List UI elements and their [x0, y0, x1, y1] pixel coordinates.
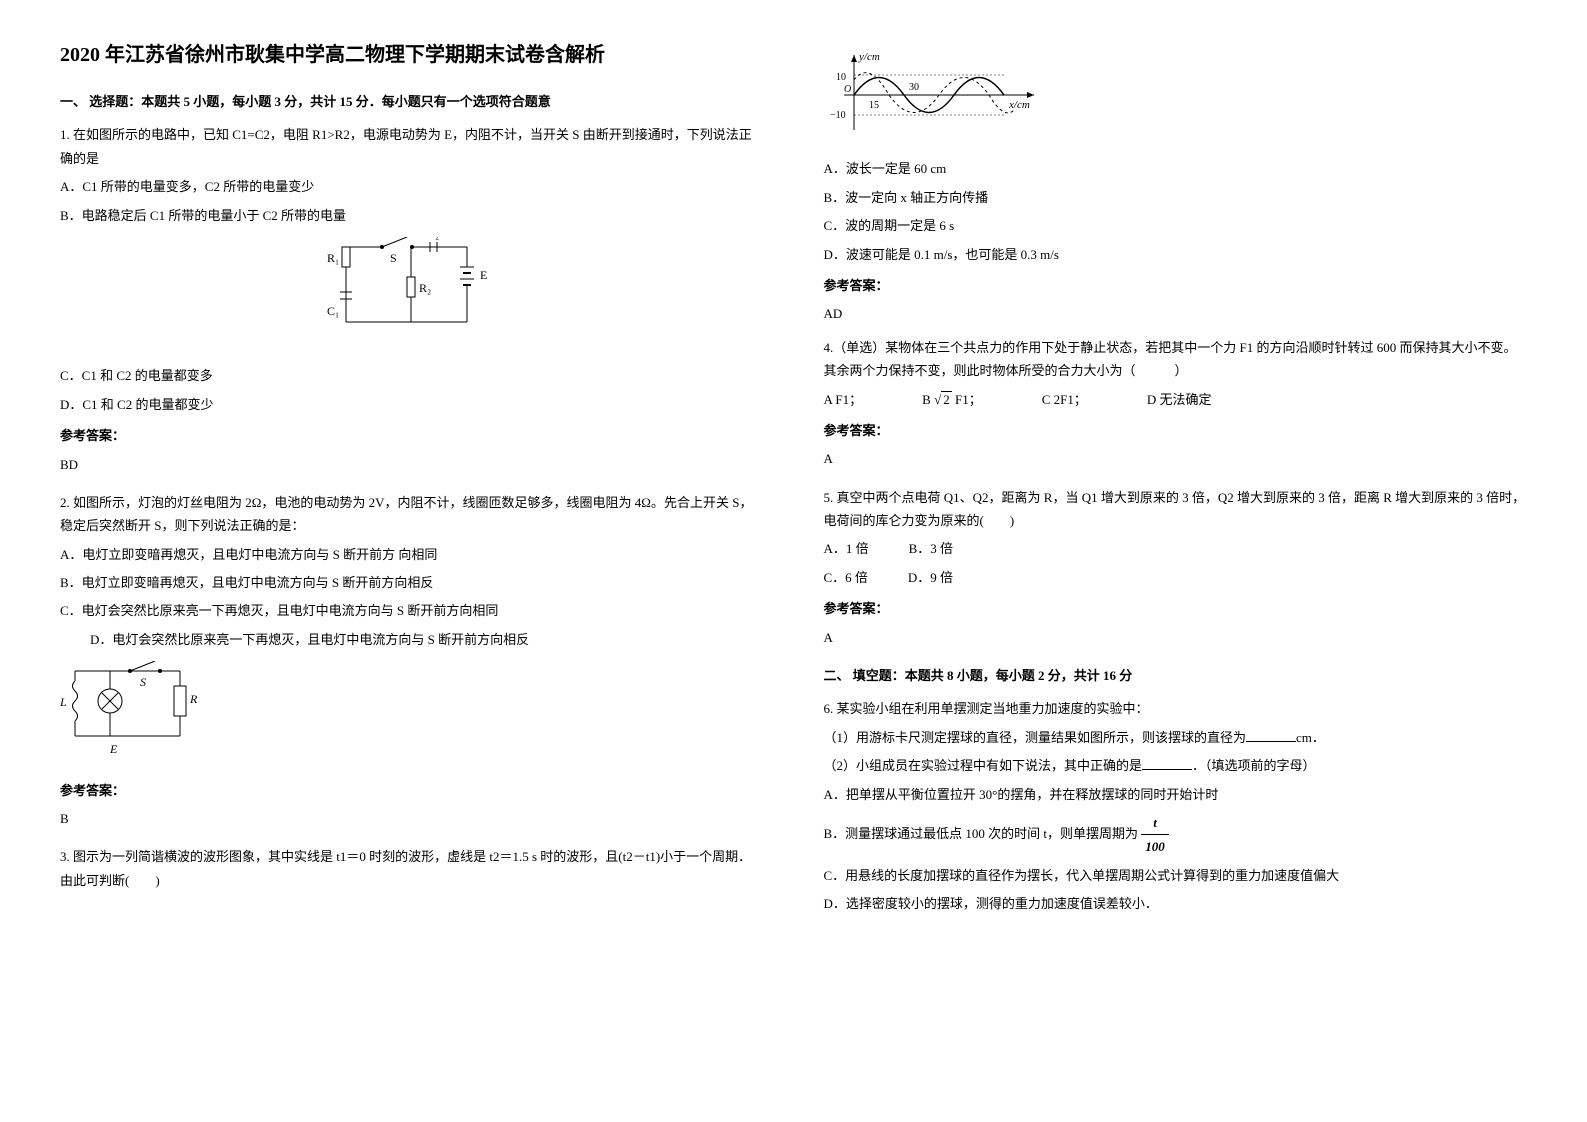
q1-text: 1. 在如图所示的电路中，已知 C1=C2，电阻 R1>R2，电源电动势为 E，… — [60, 123, 764, 170]
q4-options-row: A F1； B √2 F1； C 2F1； D 无法确定 — [824, 388, 1528, 411]
y-max-label: 10 — [836, 72, 846, 83]
switch-s2 — [130, 661, 155, 671]
q3-option-b: B．波一定向 x 轴正方向传播 — [824, 186, 1528, 209]
inductor-coil — [73, 681, 78, 721]
blank-field — [1142, 757, 1192, 770]
q4-answer-label: 参考答案： — [824, 419, 1528, 442]
question-6: 6. 某实验小组在利用单摆测定当地重力加速度的实验中： （1）用游标卡尺测定摆球… — [824, 697, 1528, 915]
q4-answer: A — [824, 447, 1528, 470]
question-2: 2. 如图所示，灯泡的灯丝电阻为 2Ω，电池的电动势为 2V，内阻不计，线圈匝数… — [60, 491, 764, 831]
circuit-2-svg: L S R — [60, 661, 210, 761]
resistor-r — [174, 686, 186, 716]
q1-option-c: C．C1 和 C2 的电量都变多 — [60, 364, 764, 387]
page-container: 2020 年江苏省徐州市耿集中学高二物理下学期期末试卷含解析 一、 选择题：本题… — [60, 40, 1527, 931]
q5-options-row1: A．1 倍 B．3 倍 — [824, 537, 1528, 560]
question-4: 4.（单选）某物体在三个共点力的作用下处于静止状态，若把其中一个力 F1 的方向… — [824, 336, 1528, 471]
right-column: y/cm x/cm 10 −10 O 15 30 A．波长一定是 60 cm B… — [824, 40, 1528, 931]
q3-answer-label: 参考答案： — [824, 274, 1528, 297]
q6-option-d: D．选择密度较小的摆球，测得的重力加速度值误差较小． — [824, 892, 1528, 915]
circuit-1-svg: R₁ C₁ S C₂ — [322, 237, 502, 347]
q6-sub1: （1）用游标卡尺测定摆球的直径，测量结果如图所示，则该摆球的直径为cm． — [824, 726, 1528, 749]
q5-option-d: D．9 倍 — [908, 566, 953, 589]
switch-node — [128, 669, 132, 673]
q6-option-c: C．用悬线的长度加摆球的直径作为摆长，代入单摆周期公式计算得到的重力加速度值偏大 — [824, 864, 1528, 887]
q2-option-b: B．电灯立即变暗再熄灭，且电灯中电流方向与 S 断开前方向相反 — [60, 571, 764, 594]
blank-field — [1246, 729, 1296, 742]
resistor-r1 — [342, 247, 350, 267]
wave-diagram: y/cm x/cm 10 −10 O 15 30 — [824, 50, 1528, 147]
fraction-t-100: t 100 — [1141, 811, 1169, 859]
q1-option-b: B．电路稳定后 C1 所带的电量小于 C2 所带的电量 — [60, 204, 764, 227]
q6-option-a: A．把单摆从平衡位置拉开 30°的摆角，并在释放摆球的同时开始计时 — [824, 783, 1528, 806]
x-axis-label: x/cm — [1008, 99, 1030, 111]
y-arrow — [851, 55, 857, 62]
q1-answer-label: 参考答案： — [60, 424, 764, 447]
q3-text: 3. 图示为一列简谐横波的波形图象，其中实线是 t1＝0 时刻的波形，虚线是 t… — [60, 845, 764, 892]
q5-option-c: C．6 倍 — [824, 566, 868, 589]
q5-option-a: A．1 倍 — [824, 537, 869, 560]
circuit-diagram-2: L S R — [60, 661, 764, 768]
q6-sub2: （2）小组成员在实验过程中有如下说法，其中正确的是．（填选项前的字母） — [824, 754, 1528, 777]
q4-option-d: D 无法确定 — [1147, 388, 1212, 411]
q5-answer: A — [824, 626, 1528, 649]
r2-label: R₂ — [419, 281, 431, 295]
section-2-title: 二、 填空题：本题共 8 小题，每小题 2 分，共计 16 分 — [824, 664, 1528, 687]
q5-option-b: B．3 倍 — [909, 537, 953, 560]
r1-label: R₁ — [327, 251, 339, 265]
s-label: S — [390, 251, 397, 265]
q2-option-d: D．电灯会突然比原来亮一下再熄灭，且电灯中电流方向与 S 断开前方向相反 — [90, 628, 764, 651]
q2-option-a: A．电灯立即变暗再熄灭，且电灯中电流方向与 S 断开前方 向相同 — [60, 543, 764, 566]
q5-text: 5. 真空中两个点电荷 Q1、Q2，距离为 R，当 Q1 增大到原来的 3 倍，… — [824, 486, 1528, 533]
q1-option-a: A．C1 所带的电量变多，C2 所带的电量变少 — [60, 175, 764, 198]
q1-option-d: D．C1 和 C2 的电量都变少 — [60, 393, 764, 416]
e2-label: E — [109, 742, 118, 756]
switch-node — [380, 245, 384, 249]
wave-svg: y/cm x/cm 10 −10 O 15 30 — [824, 50, 1044, 140]
q3-answer: AD — [824, 302, 1528, 325]
question-1: 1. 在如图所示的电路中，已知 C1=C2，电阻 R1>R2，电源电动势为 E，… — [60, 123, 764, 476]
q6-text: 6. 某实验小组在利用单摆测定当地重力加速度的实验中： — [824, 697, 1528, 720]
q2-text: 2. 如图所示，灯泡的灯丝电阻为 2Ω，电池的电动势为 2V，内阻不计，线圈匝数… — [60, 491, 764, 538]
q3-option-c: C．波的周期一定是 6 s — [824, 214, 1528, 237]
q4-text: 4.（单选）某物体在三个共点力的作用下处于静止状态，若把其中一个力 F1 的方向… — [824, 336, 1528, 383]
switch-node — [158, 669, 162, 673]
q1-answer: BD — [60, 453, 764, 476]
q2-option-c: C．电灯会突然比原来亮一下再熄灭，且电灯中电流方向与 S 断开前方向相同 — [60, 599, 764, 622]
q4-option-c: C 2F1； — [1042, 388, 1087, 411]
section-1-title: 一、 选择题：本题共 5 小题，每小题 3 分，共计 15 分．每小题只有一个选… — [60, 90, 764, 113]
s2-label: S — [140, 675, 146, 689]
circuit-diagram-1: R₁ C₁ S C₂ — [60, 237, 764, 354]
q5-options-row2: C．6 倍 D．9 倍 — [824, 566, 1528, 589]
switch-s — [382, 237, 407, 247]
q3-option-d: D．波速可能是 0.1 m/s，也可能是 0.3 m/s — [824, 243, 1528, 266]
left-column: 2020 年江苏省徐州市耿集中学高二物理下学期期末试卷含解析 一、 选择题：本题… — [60, 40, 764, 931]
q5-answer-label: 参考答案： — [824, 597, 1528, 620]
y-min-label: −10 — [830, 110, 846, 121]
x-tick-30: 30 — [909, 82, 919, 93]
question-5: 5. 真空中两个点电荷 Q1、Q2，距离为 R，当 Q1 增大到原来的 3 倍，… — [824, 486, 1528, 649]
x-arrow — [1027, 92, 1034, 98]
q6-option-b: B．测量摆球通过最低点 100 次的时间 t，则单摆周期为 t 100 — [824, 811, 1528, 859]
resistor-r2 — [407, 277, 415, 297]
q2-answer-label: 参考答案： — [60, 779, 764, 802]
q4-option-b: B √2 F1； — [922, 388, 982, 411]
q4-option-a: A F1； — [824, 388, 863, 411]
e-label: E — [480, 268, 487, 282]
y-axis-label: y/cm — [858, 51, 880, 63]
l-label: L — [60, 695, 67, 709]
x-tick-15: 15 — [869, 100, 879, 111]
document-title: 2020 年江苏省徐州市耿集中学高二物理下学期期末试卷含解析 — [60, 40, 764, 70]
r-label: R — [189, 692, 198, 706]
origin-label: O — [844, 84, 851, 95]
q2-answer: B — [60, 807, 764, 830]
question-3-intro: 3. 图示为一列简谐横波的波形图象，其中实线是 t1＝0 时刻的波形，虚线是 t… — [60, 845, 764, 892]
q3-option-a: A．波长一定是 60 cm — [824, 157, 1528, 180]
c1-label: C₁ — [327, 304, 339, 318]
c2-label: C₂ — [427, 237, 439, 240]
